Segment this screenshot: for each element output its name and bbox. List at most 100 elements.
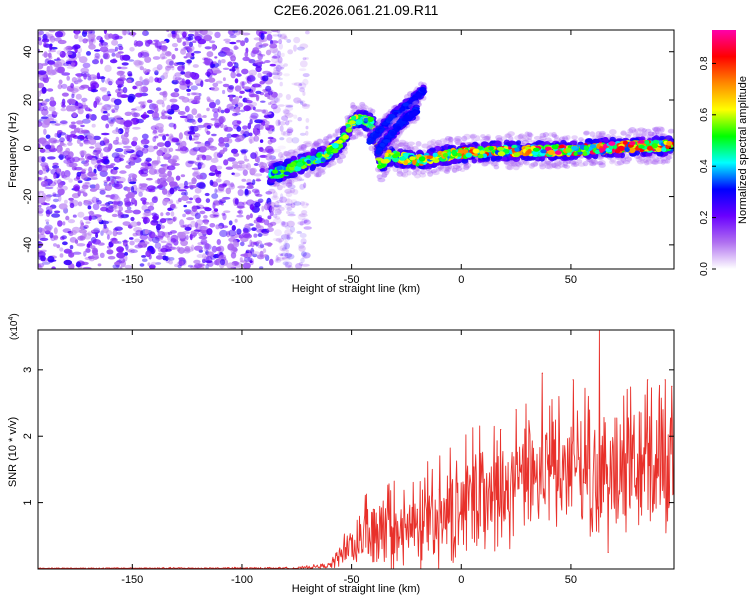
noise-blob <box>161 56 168 60</box>
noise-blob <box>253 242 258 245</box>
signal-blob <box>332 132 338 137</box>
noise-blob <box>270 40 279 44</box>
noise-blob <box>40 116 49 120</box>
noise-blob <box>170 211 175 217</box>
noise-blob <box>75 120 84 125</box>
noise-blob <box>60 108 67 112</box>
noise-blob <box>108 93 112 97</box>
noise-blob <box>204 46 212 50</box>
noise-blob <box>162 72 168 80</box>
noise-blob <box>145 250 151 258</box>
noise-blob <box>75 93 82 100</box>
noise-blob <box>274 229 282 237</box>
noise-blob <box>223 38 231 42</box>
noise-blob <box>206 228 213 236</box>
noise-blob <box>137 242 144 248</box>
noise-blob <box>284 239 288 244</box>
signal-blob <box>645 128 652 133</box>
noise-blob <box>49 100 57 107</box>
noise-blob <box>38 31 43 36</box>
noise-blob <box>67 98 76 105</box>
noise-blob <box>284 225 291 229</box>
signal-blob <box>285 182 293 188</box>
noise-blob <box>180 48 187 55</box>
noise-blob <box>38 263 42 269</box>
noise-blob <box>305 125 309 130</box>
noise-blob <box>56 146 63 154</box>
noise-blob <box>66 66 75 69</box>
noise-blob <box>69 245 74 250</box>
noise-blob <box>166 165 176 171</box>
noise-blob <box>244 223 251 229</box>
noise-blob <box>80 191 85 194</box>
noise-blob <box>47 52 52 58</box>
noise-blob <box>111 240 120 244</box>
noise-blob <box>285 203 293 206</box>
noise-blob <box>249 138 253 144</box>
noise-blob <box>122 221 131 227</box>
signal-blob <box>320 157 326 163</box>
noise-blob <box>63 259 73 266</box>
noise-blob <box>79 135 85 140</box>
noise-blob <box>231 164 241 169</box>
noise-blob <box>286 137 293 144</box>
noise-blob <box>167 231 173 235</box>
noise-blob <box>228 229 237 237</box>
noise-blob <box>66 105 72 112</box>
signal-blob <box>377 164 383 169</box>
noise-blob <box>117 84 121 92</box>
signal-blob <box>527 148 532 154</box>
noise-blob <box>208 140 212 146</box>
noise-blob <box>238 95 243 99</box>
noise-blob <box>88 43 96 50</box>
noise-blob <box>48 49 57 53</box>
noise-blob <box>138 101 145 105</box>
noise-blob <box>277 145 287 150</box>
noise-blob <box>236 228 242 235</box>
noise-blob <box>100 41 109 46</box>
noise-blob <box>45 221 50 225</box>
noise-blob <box>129 181 137 185</box>
noise-blob <box>169 199 174 204</box>
signal-blob <box>290 155 297 161</box>
noise-blob <box>161 45 168 52</box>
noise-blob <box>165 211 171 216</box>
noise-blob <box>114 226 123 231</box>
noise-blob <box>89 177 99 181</box>
noise-blob <box>280 221 286 227</box>
noise-blob <box>214 169 219 175</box>
noise-blob <box>190 230 200 235</box>
signal-blob <box>542 132 549 138</box>
noise-blob <box>188 41 193 48</box>
noise-blob <box>180 71 186 75</box>
noise-blob <box>269 258 274 266</box>
noise-blob <box>77 201 83 207</box>
noise-blob <box>85 221 91 224</box>
noise-blob <box>125 201 134 206</box>
noise-blob <box>277 56 283 64</box>
noise-blob <box>180 174 186 178</box>
noise-blob <box>155 255 164 260</box>
noise-blob <box>239 90 245 95</box>
noise-blob <box>222 89 226 95</box>
noise-blob <box>194 187 202 194</box>
noise-blob <box>118 45 124 51</box>
noise-blob <box>301 102 307 107</box>
noise-blob <box>272 148 282 153</box>
noise-blob <box>284 204 293 209</box>
noise-blob <box>300 263 310 267</box>
noise-blob <box>142 217 150 224</box>
noise-blob <box>77 235 86 241</box>
noise-blob <box>291 137 300 144</box>
noise-blob <box>191 120 197 125</box>
noise-blob <box>47 60 55 65</box>
noise-blob <box>158 126 164 133</box>
noise-blob <box>154 70 159 76</box>
noise-blob <box>162 135 167 141</box>
signal-blob <box>290 161 297 167</box>
noise-blob <box>126 187 131 192</box>
signal-blob <box>551 131 557 138</box>
noise-blob <box>284 112 294 118</box>
noise-blob <box>288 265 293 269</box>
